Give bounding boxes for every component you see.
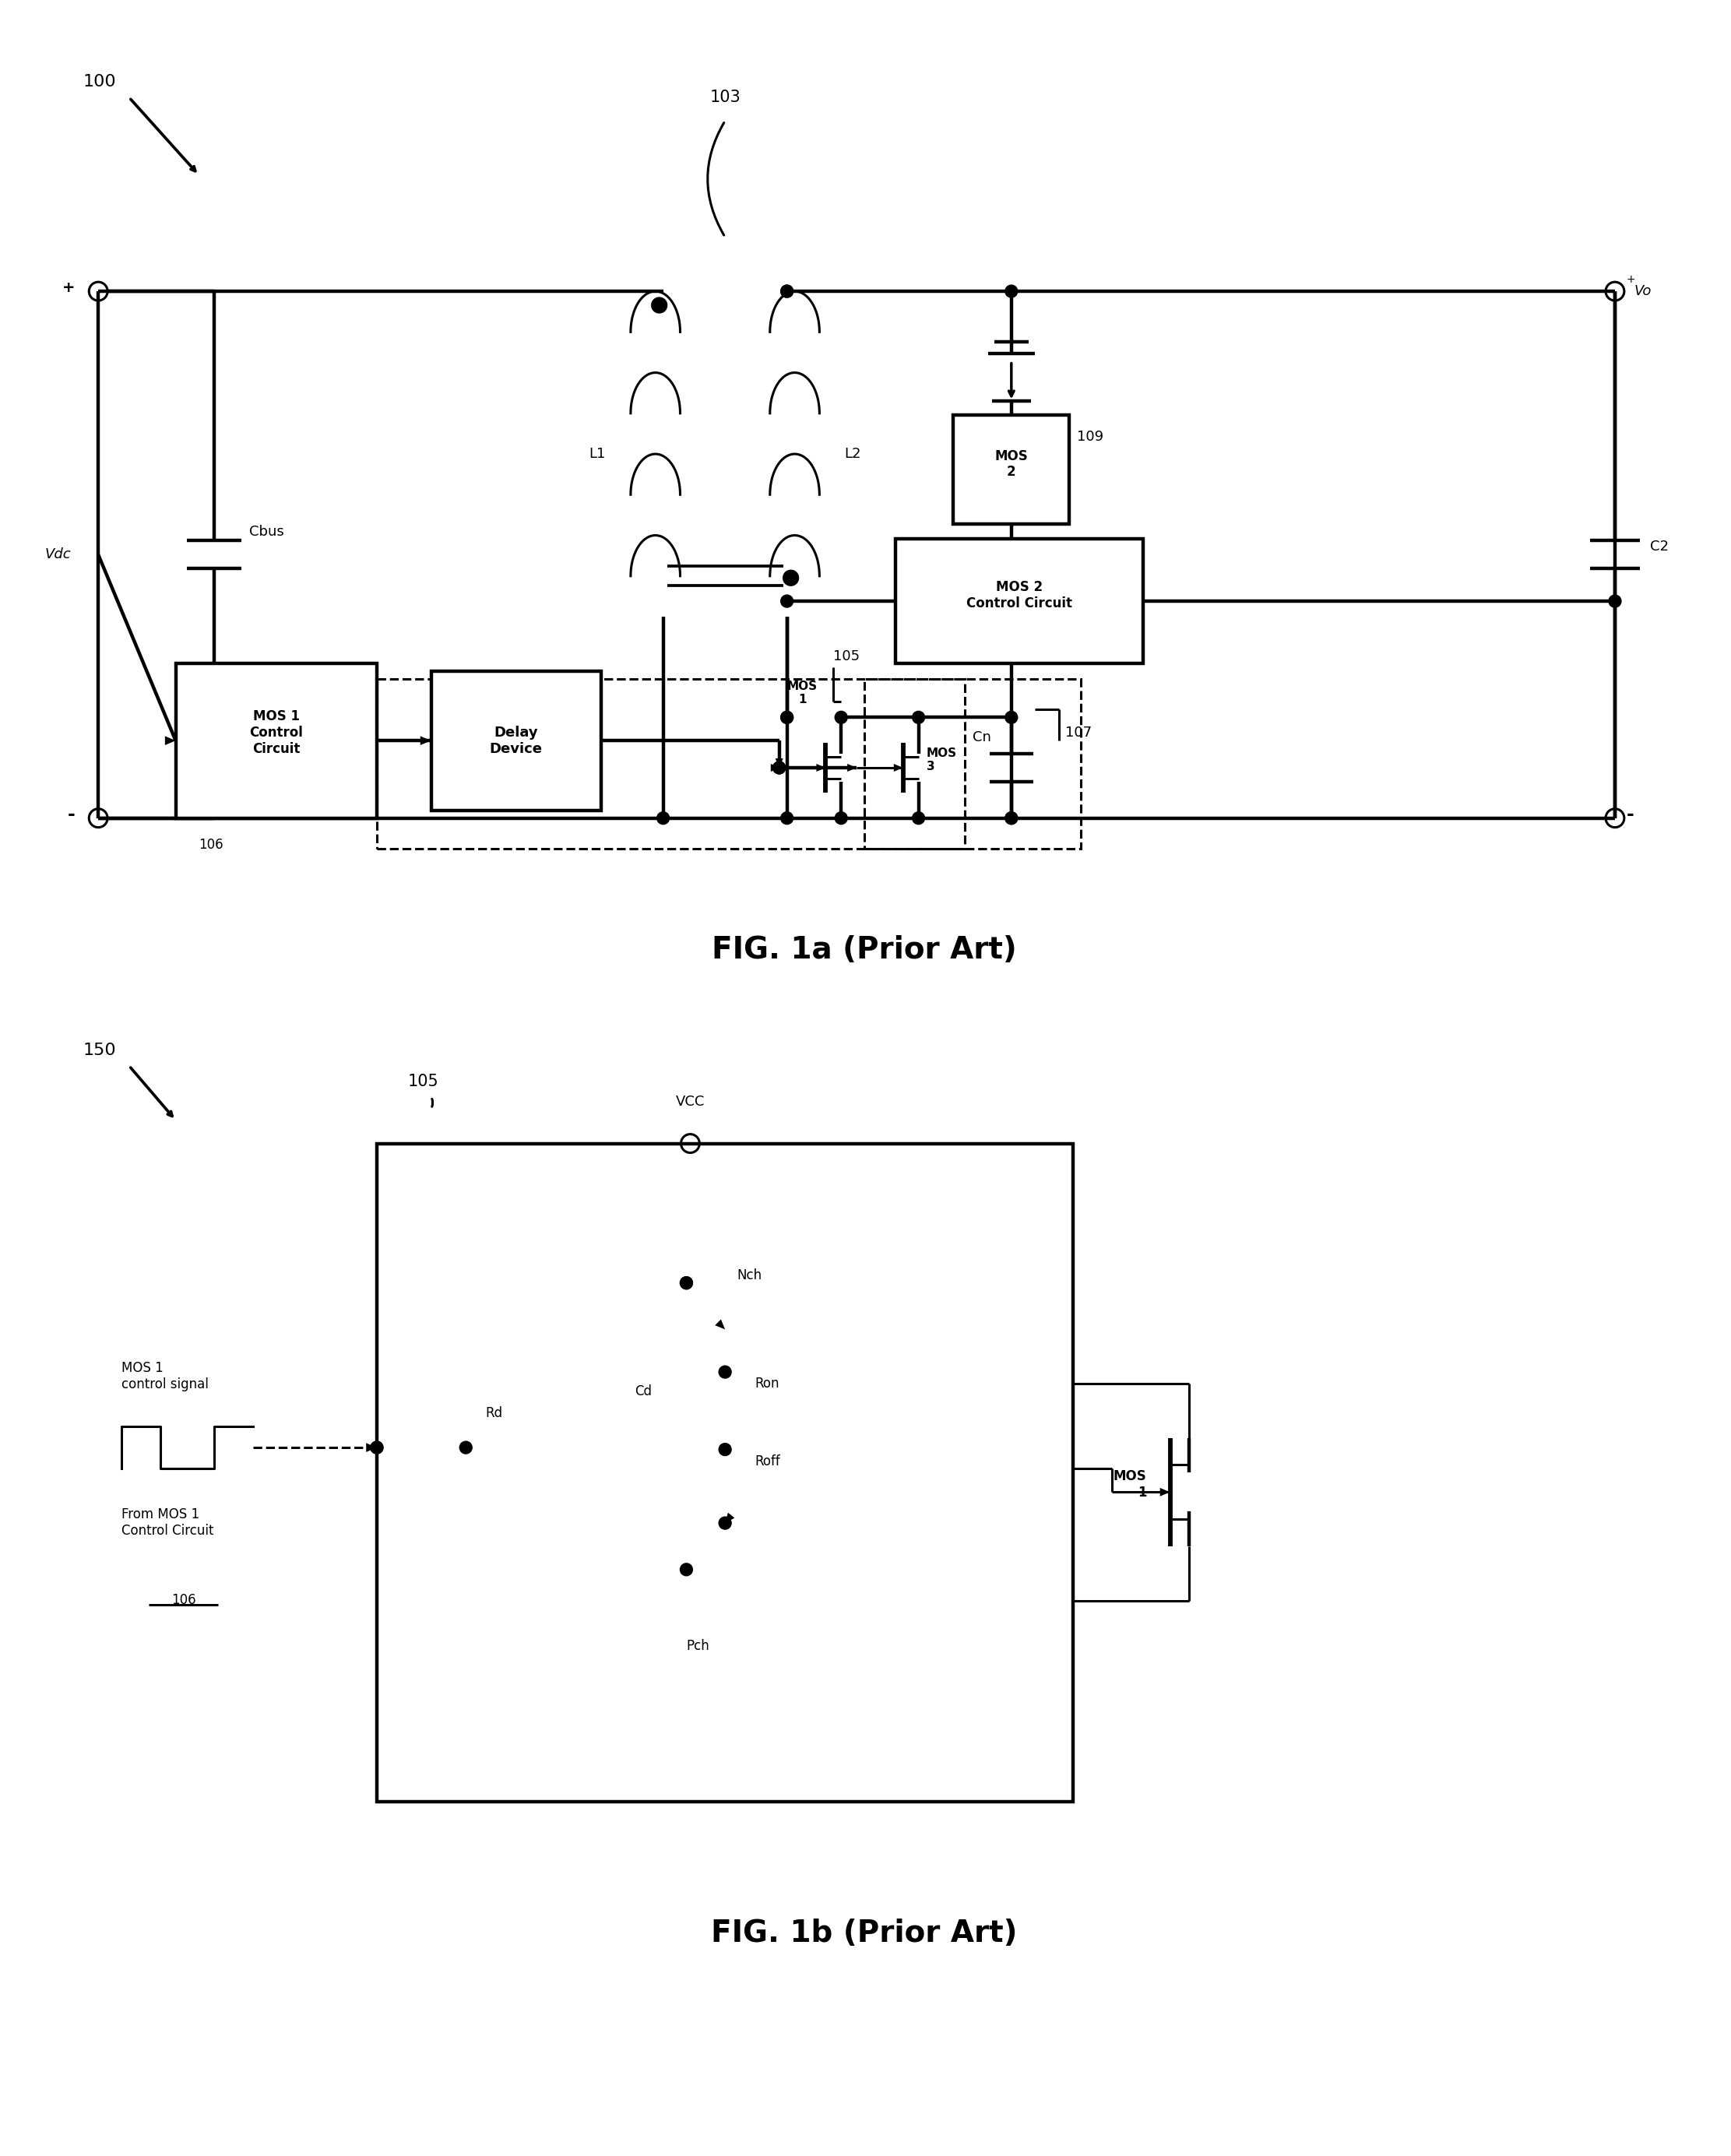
Text: 150: 150 xyxy=(83,1044,116,1059)
Circle shape xyxy=(912,813,924,824)
Text: +: + xyxy=(1627,274,1636,285)
Polygon shape xyxy=(848,763,857,772)
Text: Delay
Device: Delay Device xyxy=(490,727,542,757)
Text: Rd: Rd xyxy=(485,1406,502,1421)
Text: 109: 109 xyxy=(1077,429,1104,444)
Bar xyxy=(377,1143,1073,1802)
Circle shape xyxy=(1006,711,1018,724)
Text: Ron: Ron xyxy=(755,1378,779,1391)
Circle shape xyxy=(774,761,786,774)
Circle shape xyxy=(781,285,793,298)
Circle shape xyxy=(1006,813,1018,824)
Text: MOS 1
control signal: MOS 1 control signal xyxy=(121,1360,209,1391)
Circle shape xyxy=(912,711,924,724)
Bar xyxy=(864,679,1080,849)
Polygon shape xyxy=(715,1319,725,1330)
Circle shape xyxy=(781,285,793,298)
Text: Cd: Cd xyxy=(634,1384,651,1399)
Circle shape xyxy=(718,1365,730,1378)
Polygon shape xyxy=(1160,1488,1170,1496)
Circle shape xyxy=(651,298,666,313)
Bar xyxy=(175,664,377,817)
Circle shape xyxy=(370,1442,383,1453)
Text: Pch: Pch xyxy=(687,1639,710,1654)
Polygon shape xyxy=(770,763,781,772)
Circle shape xyxy=(680,1563,692,1576)
Text: MOS
2: MOS 2 xyxy=(995,448,1028,479)
Circle shape xyxy=(774,761,786,774)
Bar xyxy=(895,539,1142,664)
Polygon shape xyxy=(893,763,904,772)
Text: From MOS 1
Control Circuit: From MOS 1 Control Circuit xyxy=(121,1507,213,1537)
Bar xyxy=(431,671,601,811)
Text: -: - xyxy=(1627,804,1634,824)
Circle shape xyxy=(781,813,793,824)
Polygon shape xyxy=(725,1514,734,1522)
Text: 105: 105 xyxy=(409,1074,438,1089)
Text: MOS
1: MOS 1 xyxy=(1113,1468,1146,1498)
Circle shape xyxy=(1608,595,1622,608)
Text: 100: 100 xyxy=(83,73,116,91)
Text: L1: L1 xyxy=(589,446,606,461)
Text: Cbus: Cbus xyxy=(249,524,284,539)
Circle shape xyxy=(680,1276,692,1289)
Circle shape xyxy=(782,569,798,586)
Circle shape xyxy=(1006,285,1018,298)
Text: Nch: Nch xyxy=(737,1268,762,1283)
Text: Vo: Vo xyxy=(1634,285,1651,298)
Circle shape xyxy=(460,1442,473,1453)
Text: MOS 2
Control Circuit: MOS 2 Control Circuit xyxy=(966,580,1071,610)
Circle shape xyxy=(680,1276,692,1289)
Text: VCC: VCC xyxy=(675,1095,705,1108)
Circle shape xyxy=(370,1442,383,1453)
Circle shape xyxy=(1006,813,1018,824)
Circle shape xyxy=(834,813,846,824)
Circle shape xyxy=(781,711,793,724)
Circle shape xyxy=(718,1518,730,1529)
Text: 105: 105 xyxy=(833,649,860,664)
Text: Cn: Cn xyxy=(973,731,992,744)
Text: C2: C2 xyxy=(1650,539,1669,554)
Polygon shape xyxy=(817,763,826,772)
Text: -: - xyxy=(68,804,74,824)
Text: +: + xyxy=(62,280,74,295)
Circle shape xyxy=(718,1442,730,1455)
Text: 106: 106 xyxy=(199,837,223,852)
Text: MOS
3: MOS 3 xyxy=(926,748,957,772)
Text: FIG. 1a (Prior Art): FIG. 1a (Prior Art) xyxy=(711,936,1016,964)
Text: MOS
1: MOS 1 xyxy=(788,681,817,705)
Text: Roff: Roff xyxy=(755,1453,781,1468)
Text: L2: L2 xyxy=(845,446,860,461)
Bar xyxy=(377,679,964,849)
Text: 103: 103 xyxy=(710,91,741,106)
Text: 107: 107 xyxy=(1066,727,1092,740)
Text: MOS 1
Control
Circuit: MOS 1 Control Circuit xyxy=(249,709,303,757)
Text: 106: 106 xyxy=(171,1593,196,1606)
Text: FIG. 1b (Prior Art): FIG. 1b (Prior Art) xyxy=(711,1919,1018,1949)
Polygon shape xyxy=(367,1442,377,1451)
Circle shape xyxy=(781,595,793,608)
Polygon shape xyxy=(421,735,431,746)
Circle shape xyxy=(781,711,793,724)
Bar xyxy=(954,416,1070,524)
Circle shape xyxy=(658,813,670,824)
Polygon shape xyxy=(775,759,782,768)
Polygon shape xyxy=(164,735,175,746)
Circle shape xyxy=(834,711,846,724)
Text: Vdc: Vdc xyxy=(45,548,71,563)
